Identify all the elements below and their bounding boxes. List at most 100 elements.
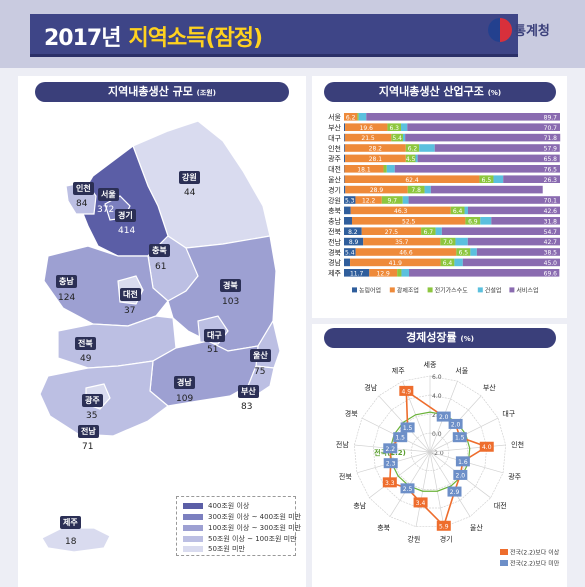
radar-value-label: 4.0: [482, 444, 492, 451]
bar-legend-label: 건설업: [485, 286, 502, 294]
radar-value-label: 2.0: [456, 472, 466, 479]
radar-spoke: [369, 451, 431, 499]
bar-segment: [440, 237, 456, 246]
radar-grid-ring: [372, 394, 488, 509]
bar-segment: [344, 196, 356, 204]
bar-data-label: 54.7: [544, 229, 558, 236]
bar-legend-swatch: [477, 287, 483, 293]
bar-legend-swatch: [427, 287, 433, 293]
region-value-daegu: 51: [207, 345, 219, 355]
radar-value-label: 2.9: [450, 489, 460, 496]
region-value-gwangju: 35: [86, 411, 98, 421]
bar-segment: [455, 237, 468, 246]
bar-category-label: 대구: [328, 134, 341, 142]
bar-data-label: 6.4: [443, 260, 453, 267]
radar-value-label: 2.5: [403, 486, 413, 493]
region-chungnam: [43, 245, 169, 327]
bar-data-label: 65.8: [544, 156, 558, 163]
bar-category-label: 경기: [328, 185, 341, 194]
bar-segment: [407, 185, 425, 194]
radar-axis-label: 충북: [377, 523, 390, 532]
bar-data-label: 51.8: [544, 187, 558, 194]
region-label-gyeongbuk: 경북: [220, 279, 241, 292]
radar-value-marker: [413, 497, 428, 508]
bar-segment: [344, 206, 351, 215]
radar-tick-label: 6.0: [432, 374, 442, 381]
bar-segment: [386, 165, 395, 173]
bar-segment: [344, 144, 406, 152]
title-year: 2017년: [44, 26, 121, 51]
radar-value-label: 1.5: [455, 435, 465, 442]
bar-segment: [462, 258, 560, 267]
radar-value-marker: [447, 486, 462, 497]
bar-segment: [355, 196, 382, 204]
bar-data-label: 4.5: [406, 156, 416, 163]
bar-data-label: 41.9: [389, 260, 403, 267]
region-value-chungnam: 124: [58, 293, 76, 303]
bar-segment: [350, 206, 451, 215]
bar-segment: [401, 269, 410, 277]
radar-axis-label: 서울: [455, 366, 468, 375]
region-label-jeonnam: 전남: [78, 425, 99, 438]
bar-category-label: 충북: [328, 206, 341, 215]
bar-segment: [345, 123, 388, 131]
legend-swatch: [183, 536, 203, 542]
bar-data-label: 11.7: [350, 270, 364, 277]
radar-value-marker: [455, 456, 470, 467]
bar-data-label: 89.7: [544, 114, 558, 121]
bar-data-label: 21.5: [361, 135, 375, 142]
bar-segment: [467, 237, 560, 246]
radar-value-marker: [399, 385, 414, 396]
bar-segment: [358, 113, 367, 121]
bar-segment: [441, 227, 560, 235]
radar-value-marker: [448, 418, 463, 429]
header-banner: 2017년 지역소득(잠정) 통계청: [0, 0, 585, 68]
bar-segment: [421, 227, 436, 235]
bar-segment: [344, 133, 392, 142]
radar-panel-header: 경제성장률 (%): [324, 328, 556, 348]
bar-category-label: 대전: [328, 165, 341, 174]
bar-data-label: 6.9: [468, 218, 478, 225]
bar-segment: [351, 217, 466, 225]
growth-rate-radar-chart: -2.00.02.04.06.0세종서울부산대구인천광주대전울산경기강원충북충남…: [336, 360, 560, 568]
bar-segment: [366, 113, 560, 121]
bar-data-label: 6.2: [346, 114, 356, 121]
bar-segment: [417, 154, 560, 163]
bar-data-label: 52.5: [402, 218, 416, 225]
bar-data-label: 7.0: [443, 239, 453, 246]
legend-label: 400조원 이상: [208, 502, 250, 510]
radar-value-marker: [453, 469, 468, 480]
region-label-incheon: 인천: [73, 182, 94, 195]
bar-data-label: 6.5: [482, 177, 492, 184]
legend-swatch: [183, 503, 203, 509]
radar-axis-label: 전북: [339, 472, 352, 481]
bar-legend-label: 서비스업: [516, 286, 538, 294]
map-panel-unit: (조원): [196, 89, 216, 97]
bar-segment: [344, 175, 480, 183]
region-value-jeonbuk: 49: [80, 354, 92, 364]
region-label-daegu: 대구: [204, 329, 225, 342]
bar-data-label: 8.9: [349, 239, 359, 246]
bar-data-label: 31.8: [544, 218, 558, 225]
bar-segment: [345, 154, 406, 163]
map-legend-item: 300조원 이상 ~ 400조원 미만: [183, 512, 301, 522]
bar-segment: [344, 185, 346, 194]
radar-tick-label: 4.0: [432, 393, 442, 400]
title-main: 지역소득(잠정): [128, 26, 263, 51]
bar-data-label: 5.3: [345, 198, 355, 205]
radar-value-marker: [400, 483, 415, 494]
bar-segment: [344, 227, 362, 235]
legend-label: 50조원 이상 ~ 100조원 미만: [208, 535, 297, 543]
bar-segment: [470, 248, 477, 256]
bar-category-label: 전북: [328, 227, 341, 236]
radar-grid-ring: [353, 375, 507, 528]
legend-swatch: [183, 525, 203, 531]
bar-category-label: 강원: [328, 196, 341, 205]
bar-segment: [415, 154, 418, 163]
region-label-gangwon: 강원: [179, 171, 200, 184]
radar-value-label: 5.9: [439, 523, 449, 530]
legend-swatch: [183, 546, 203, 552]
bar-data-label: 76.5: [544, 166, 558, 173]
bar-data-label: 28.1: [369, 156, 383, 163]
bar-segment: [363, 237, 441, 246]
